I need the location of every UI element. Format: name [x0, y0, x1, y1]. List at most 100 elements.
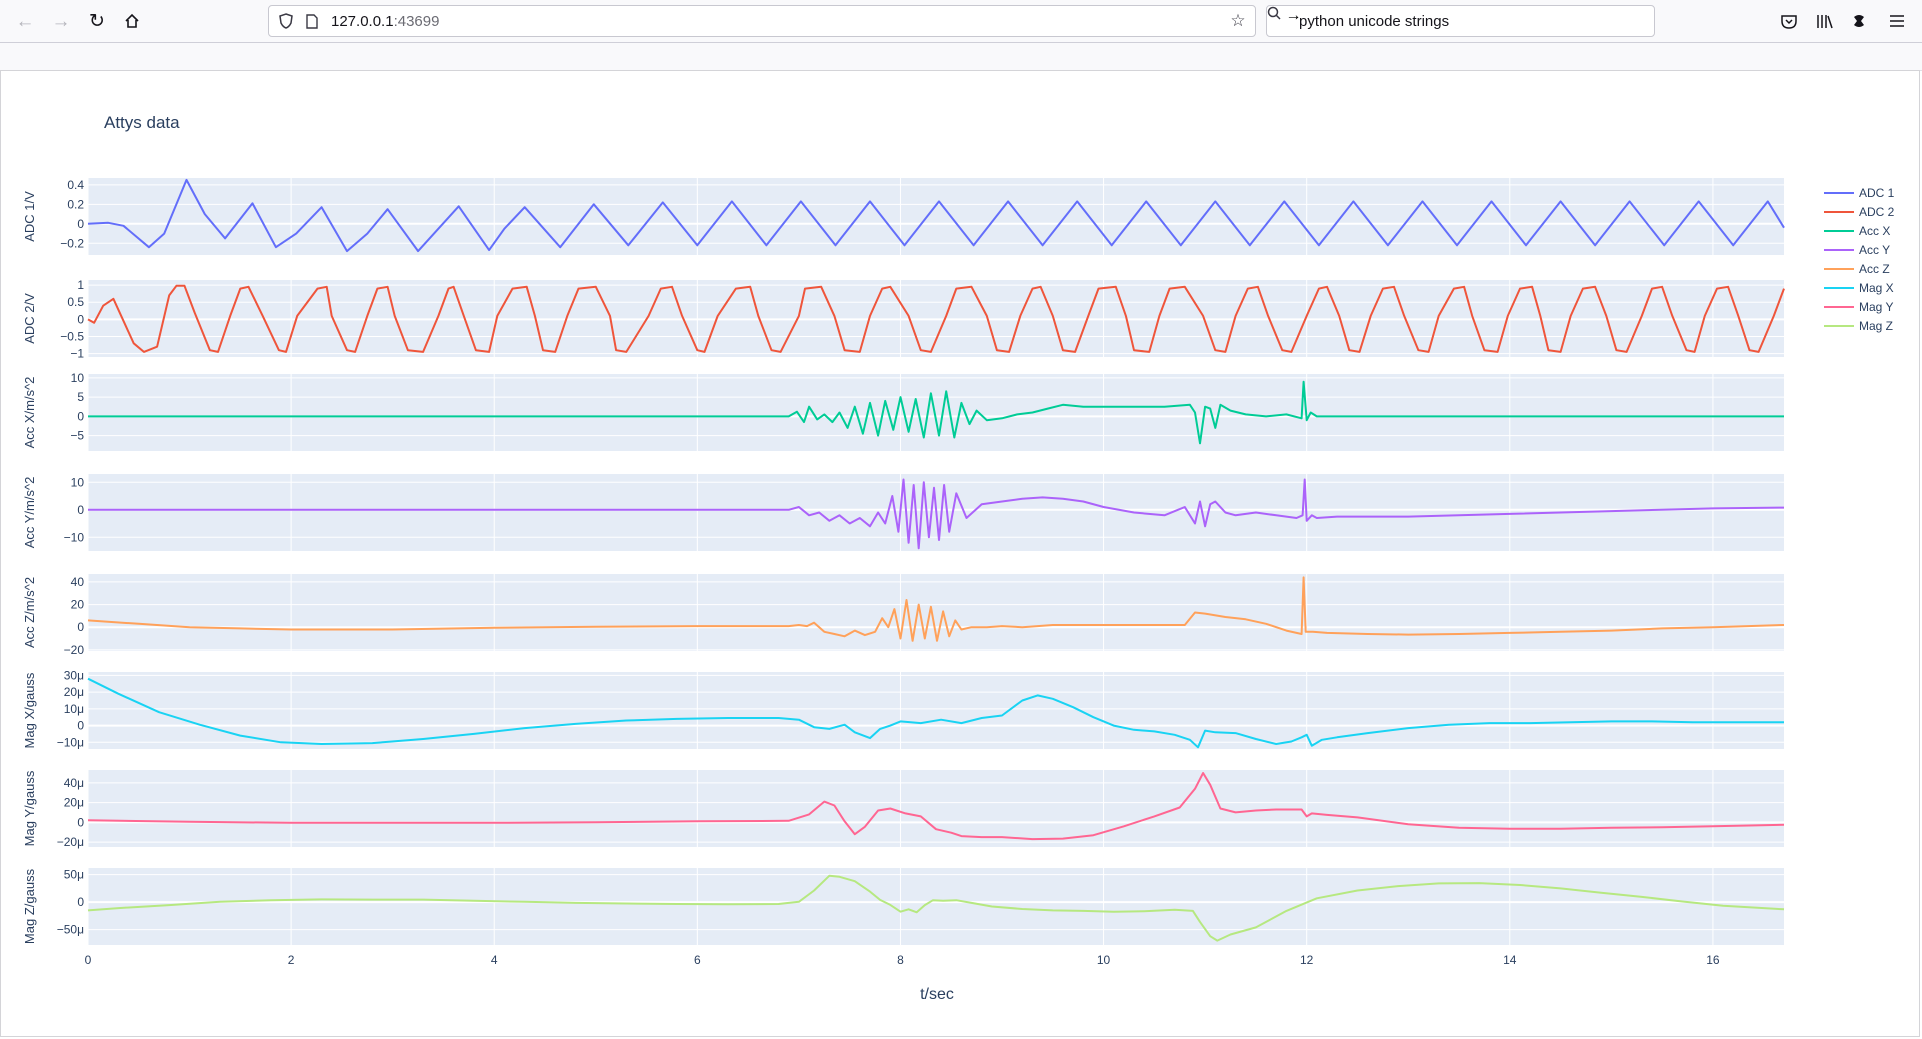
- legend-item-adc-1[interactable]: ADC 1: [1824, 186, 1895, 200]
- y-tick-label: 5: [77, 390, 84, 404]
- legend-item-mag-x[interactable]: Mag X: [1824, 281, 1894, 295]
- y-tick-label: −0.5: [60, 329, 84, 343]
- go-arrow-icon[interactable]: →: [1285, 7, 1302, 24]
- home-icon[interactable]: [119, 8, 145, 34]
- tracking-shield-icon[interactable]: [277, 12, 295, 30]
- subplot-acc-z: 40 20 0 −20 Acc Z/m/s^2: [22, 574, 1785, 657]
- legend-item-mag-z[interactable]: Mag Z: [1824, 319, 1893, 333]
- browser-toolbar: ← → ↻ 127.0.0.1:43699 ☆ python unicode s…: [0, 0, 1922, 43]
- x-tick-label: 12: [1300, 953, 1314, 967]
- plot-area-adc-1: [88, 178, 1784, 255]
- y-tick-label: 0: [77, 815, 84, 829]
- y-tick-label: 40: [71, 575, 85, 589]
- x-tick-label: 4: [491, 953, 498, 967]
- y-tick-label: 20: [71, 598, 85, 612]
- x-axis: 0 2 4 6 8 10 12 14 16: [85, 953, 1720, 967]
- plot-area-mag-z: [88, 868, 1784, 945]
- chart-title: Attys data: [104, 113, 180, 132]
- legend-label: Acc X: [1859, 224, 1890, 238]
- subplot-adc-1: 0.4 0.2 0 −0.2 ADC 1/V: [22, 178, 1785, 255]
- series-line-acc-z[interactable]: [87, 576, 1785, 642]
- y-tick-label: 0.5: [67, 295, 84, 309]
- legend-item-acc-x[interactable]: Acc X: [1824, 224, 1890, 238]
- plot-area-mag-y: [88, 770, 1784, 847]
- search-input[interactable]: python unicode strings: [1299, 13, 1450, 30]
- subplot-mag-y: 40μ 20μ 0 −20μ Mag Y/gauss: [22, 770, 1785, 849]
- series-line-mag-x[interactable]: [87, 677, 1784, 749]
- search-icon: [1267, 6, 1285, 24]
- attys-chart[interactable]: Attys data 0.4 0.2 0 −0.2 ADC 1/V 1 0.5 0 −0.5 −1…: [0, 70, 1922, 1037]
- url-text[interactable]: 127.0.0.1:43699: [331, 13, 439, 30]
- chart-legend: ADC 1 ADC 2 Acc X Acc Y Acc Z Mag X Mag Y Mag Z: [1824, 186, 1895, 333]
- y-tick-label: 0: [77, 312, 84, 326]
- extension-icon[interactable]: [1846, 8, 1872, 34]
- hamburger-menu-icon[interactable]: [1884, 8, 1910, 34]
- forward-arrow-icon[interactable]: →: [51, 10, 71, 32]
- subplot-acc-x: 10 5 0 −5 Acc X/m/s^2: [22, 371, 1784, 451]
- series-line-acc-x[interactable]: [88, 380, 1784, 445]
- pocket-icon[interactable]: [1776, 8, 1802, 34]
- subplot-acc-y: 10 0 −10 Acc Y/m/s^2: [22, 474, 1785, 551]
- y-tick-label: −10μ: [57, 735, 84, 749]
- series-line-adc-1[interactable]: [87, 178, 1785, 253]
- x-tick-label: 10: [1097, 953, 1111, 967]
- y-tick-label: 0: [77, 409, 84, 423]
- reload-icon[interactable]: ↻: [89, 10, 105, 32]
- y-tick-label: 1: [77, 278, 84, 292]
- x-tick-label: 0: [85, 953, 92, 967]
- series-line-mag-z[interactable]: [87, 874, 1785, 942]
- page-icon[interactable]: [303, 12, 321, 30]
- y-tick-label: −20: [64, 643, 85, 657]
- legend-item-acc-y[interactable]: Acc Y: [1824, 243, 1890, 257]
- library-icon[interactable]: [1812, 8, 1838, 34]
- plot-area-acc-x: [88, 374, 1784, 451]
- y-tick-label: 0: [77, 503, 84, 517]
- y-tick-label: 20μ: [64, 685, 84, 699]
- y-tick-label: 0: [77, 620, 84, 634]
- url-host: 127.0.0.1: [331, 13, 394, 30]
- y-tick-label: −50μ: [57, 923, 84, 937]
- y-axis-title-acc-x: Acc X/m/s^2: [22, 377, 37, 449]
- y-axis-title-mag-y: Mag Y/gauss: [22, 770, 37, 846]
- y-axis-title-mag-x: Mag X/gauss: [22, 672, 37, 748]
- y-tick-label: 0: [77, 719, 84, 733]
- legend-label: ADC 1: [1859, 186, 1895, 200]
- y-tick-label: 50μ: [64, 868, 84, 882]
- y-tick-label: −20μ: [57, 835, 84, 849]
- legend-label: Mag X: [1859, 281, 1894, 295]
- legend-label: Mag Y: [1859, 300, 1893, 314]
- series-line-adc-2[interactable]: [87, 284, 1785, 353]
- plot-area-mag-x: [88, 672, 1784, 749]
- legend-item-adc-2[interactable]: ADC 2: [1824, 205, 1895, 219]
- y-tick-label: 0.4: [67, 178, 84, 192]
- legend-label: Acc Y: [1859, 243, 1890, 257]
- y-tick-label: 10μ: [64, 702, 84, 716]
- series-line-mag-y[interactable]: [87, 772, 1785, 841]
- back-arrow-icon[interactable]: ←: [15, 10, 35, 32]
- y-tick-label: 10: [71, 371, 85, 385]
- y-tick-label: 0.2: [67, 197, 84, 211]
- y-tick-label: 10: [71, 475, 85, 489]
- search-bar[interactable]: python unicode strings →: [1266, 5, 1655, 37]
- y-tick-label: 30μ: [64, 668, 84, 682]
- y-axis-title-acc-z: Acc Z/m/s^2: [22, 577, 37, 648]
- subplot-mag-x: 30μ 20μ 10μ 0 −10μ Mag X/gauss: [22, 668, 1784, 749]
- bookmark-star-icon[interactable]: ☆: [1230, 11, 1246, 30]
- y-axis-title-mag-z: Mag Z/gauss: [22, 868, 37, 944]
- subplot-adc-2: 1 0.5 0 −0.5 −1 ADC 2/V: [22, 278, 1785, 361]
- legend-item-mag-y[interactable]: Mag Y: [1824, 300, 1893, 314]
- y-tick-label: 0: [77, 895, 84, 909]
- subplot-mag-z: 50μ 0 −50μ Mag Z/gauss: [22, 868, 1785, 945]
- y-tick-label: −0.2: [60, 236, 84, 250]
- legend-label: Acc Z: [1859, 262, 1890, 276]
- url-port: :43699: [393, 13, 440, 30]
- x-tick-label: 6: [694, 953, 701, 967]
- url-bar[interactable]: 127.0.0.1:43699 ☆: [268, 5, 1256, 37]
- legend-label: ADC 2: [1859, 205, 1895, 219]
- series-line-acc-y[interactable]: [88, 478, 1785, 550]
- y-axis-title-adc-2: ADC 2/V: [22, 293, 37, 344]
- x-tick-label: 14: [1503, 953, 1517, 967]
- x-tick-label: 8: [897, 953, 904, 967]
- legend-item-acc-z[interactable]: Acc Z: [1824, 262, 1890, 276]
